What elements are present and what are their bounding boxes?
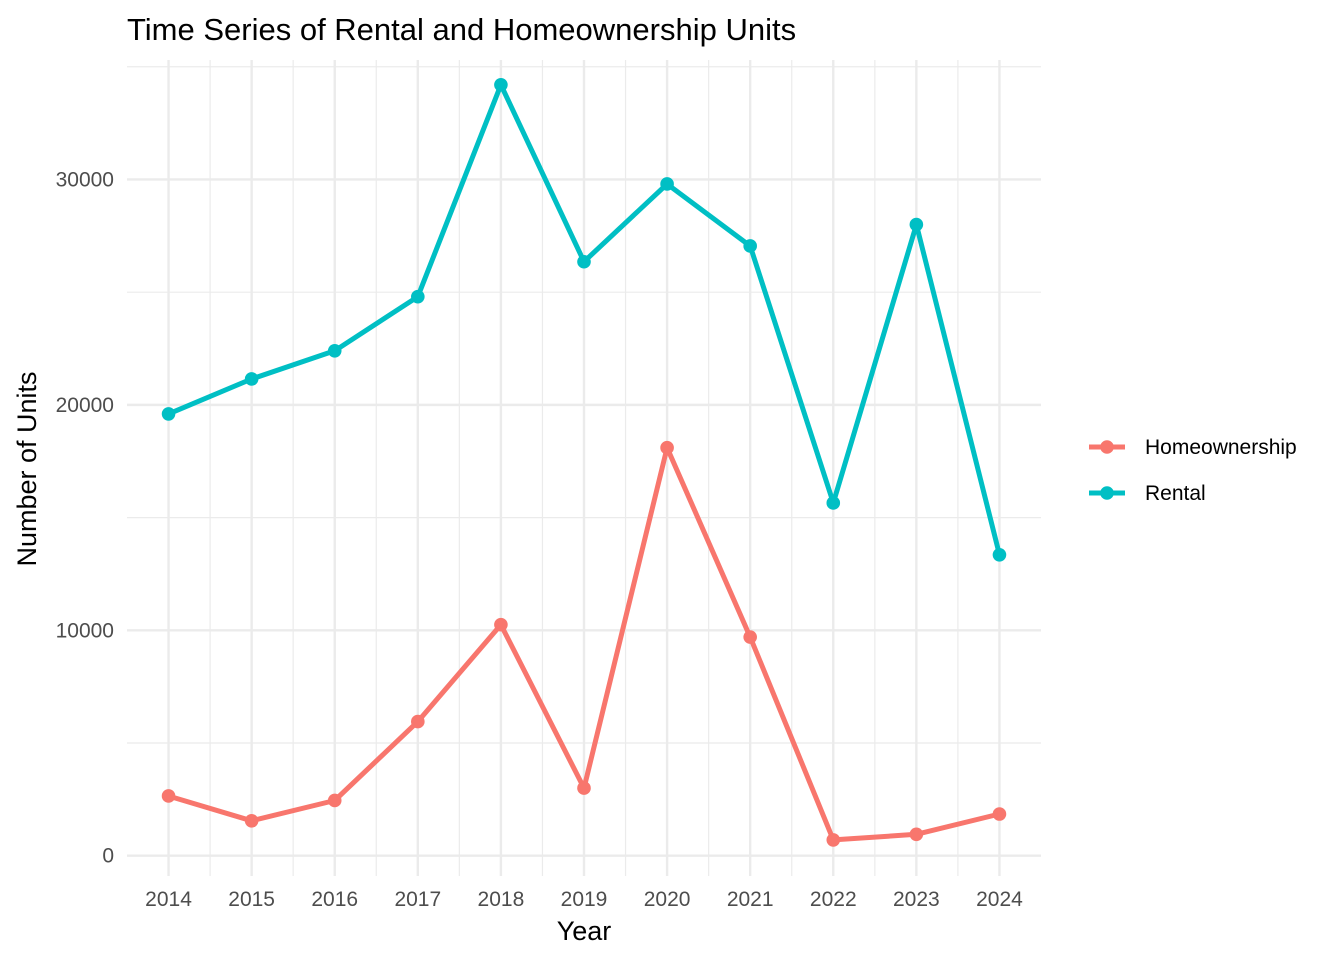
legend-key-point (1100, 440, 1114, 454)
x-tick-label: 2024 (976, 888, 1023, 911)
rental-point (244, 372, 259, 386)
x-tick-label: 2014 (145, 888, 192, 911)
rental-point (909, 217, 924, 232)
x-tick-label: 2016 (311, 888, 358, 911)
y-tick-label: 30000 (56, 168, 114, 191)
legend: Homeownership Rental (1089, 436, 1297, 505)
x-axis-title: Year (557, 916, 612, 946)
x-tick-label: 2020 (644, 888, 691, 911)
rental-point (161, 407, 176, 421)
rental-point (494, 77, 508, 92)
homeownership-point (244, 813, 259, 828)
x-tick-label: 2017 (394, 888, 441, 911)
homeownership-point (909, 827, 924, 842)
rental-series (161, 77, 1007, 562)
legend-label: Rental (1145, 482, 1206, 505)
rental-point (411, 289, 425, 304)
homeownership-point (826, 833, 841, 847)
legend-label: Homeownership (1145, 436, 1297, 459)
homeownership-point (992, 807, 1007, 821)
homeownership-point (161, 789, 176, 803)
homeownership-point (743, 630, 757, 644)
homeownership-series (161, 440, 1007, 847)
legend-item-homeownership: Homeownership (1089, 436, 1297, 459)
chart-title: Time Series of Rental and Homeownership … (127, 12, 796, 47)
x-tick-label: 2019 (561, 888, 608, 911)
y-tick-label: 20000 (56, 394, 114, 417)
rental-point (577, 254, 591, 269)
x-tick-label: 2022 (810, 888, 857, 911)
homeownership-point (494, 617, 508, 632)
homeownership-point (411, 714, 425, 729)
legend-item-rental: Rental (1089, 482, 1206, 505)
rental-point (992, 547, 1007, 562)
axis-layer: 2014 2015 2016 2017 2018 2019 2020 2021 2022 2023… (56, 168, 1024, 911)
x-tick-label: 2021 (727, 888, 774, 911)
rental-point (660, 177, 674, 191)
legend-key-point (1100, 486, 1114, 500)
y-tick-label: 10000 (56, 619, 114, 642)
series-layer (161, 77, 1007, 847)
grid-layer (127, 60, 1041, 876)
x-tick-label: 2018 (478, 888, 525, 911)
y-tick-label: 0 (102, 845, 114, 868)
homeownership-point (577, 781, 591, 795)
x-tick-label: 2023 (893, 888, 940, 911)
homeownership-point (327, 793, 342, 808)
x-tick-label: 2015 (228, 888, 275, 911)
rental-point (743, 239, 757, 253)
rental-point (826, 496, 841, 510)
y-axis-title: Number of Units (12, 371, 42, 566)
homeownership-point (660, 440, 674, 455)
rental-point (327, 343, 342, 358)
